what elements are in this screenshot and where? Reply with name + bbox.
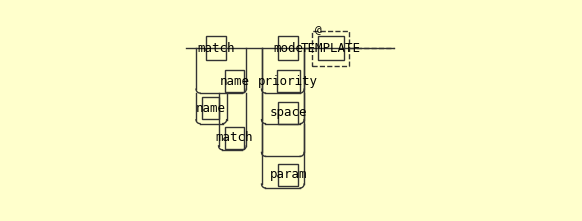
Text: mode: mode (273, 42, 303, 55)
FancyBboxPatch shape (207, 36, 226, 60)
FancyBboxPatch shape (278, 102, 298, 124)
Text: match: match (197, 42, 235, 55)
FancyBboxPatch shape (278, 164, 298, 186)
Text: name: name (196, 102, 226, 115)
Text: priority: priority (258, 74, 318, 88)
FancyBboxPatch shape (202, 97, 219, 119)
Text: match: match (215, 131, 253, 144)
FancyBboxPatch shape (312, 31, 349, 66)
Text: space: space (269, 106, 307, 119)
Text: name: name (219, 74, 249, 88)
FancyBboxPatch shape (278, 36, 298, 60)
Text: TEMPLATE: TEMPLATE (301, 42, 361, 55)
FancyBboxPatch shape (225, 70, 243, 92)
FancyBboxPatch shape (318, 36, 344, 60)
FancyBboxPatch shape (225, 127, 243, 149)
Text: param: param (269, 168, 307, 181)
Text: @: @ (315, 25, 322, 35)
FancyBboxPatch shape (276, 70, 300, 92)
